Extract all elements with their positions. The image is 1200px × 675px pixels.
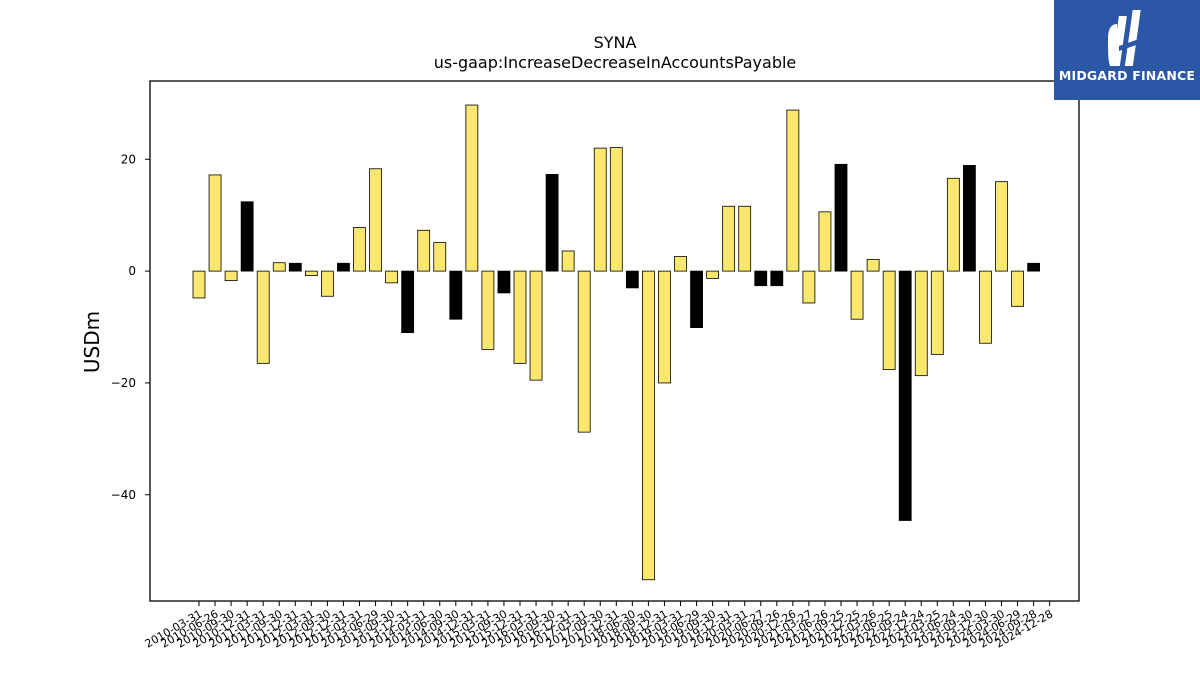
bar-2013-09-30 <box>385 270 399 284</box>
bar-2023-06-24 <box>946 177 960 272</box>
bar-2018-12-31 <box>658 270 671 384</box>
bar-2022-06-25 <box>882 270 896 370</box>
bar-2018-09-30 <box>642 270 655 581</box>
bar-2011-09-30 <box>272 262 286 272</box>
y-tick-label: 20 <box>121 152 136 166</box>
bar-2016-12-31 <box>561 250 575 272</box>
bar-2020-03-31 <box>738 205 752 272</box>
bar-2022-09-24 <box>898 270 912 521</box>
bar-2020-09-26 <box>770 270 784 287</box>
bar-2017-12-31 <box>609 147 623 272</box>
bar-2015-09-30 <box>497 270 511 294</box>
brand-logo: MIDGARD FINANCE <box>1054 0 1200 100</box>
bar-2024-09-28 <box>1027 262 1040 272</box>
bar-2016-09-30 <box>545 173 559 272</box>
plot-frame <box>149 80 1080 602</box>
bar-2011-03-31 <box>256 270 270 364</box>
y-axis-label: USDm <box>80 311 104 373</box>
bar-2022-03-26 <box>866 258 880 272</box>
bar-2018-06-30 <box>625 270 639 289</box>
bar-2023-03-25 <box>930 270 944 355</box>
bar-2013-03-31 <box>353 227 366 272</box>
bar-2019-12-31 <box>722 205 736 272</box>
y-tick-label: −40 <box>111 488 136 502</box>
bar-2010-12-31 <box>240 201 254 272</box>
bar-2014-06-30 <box>433 242 447 272</box>
bar-2014-09-30 <box>449 270 463 320</box>
bar-2021-06-26 <box>818 211 832 272</box>
bar-2024-06-29 <box>1011 270 1024 307</box>
bar-2012-09-30 <box>320 270 334 297</box>
x-axis-ticks: 2010-03-312010-06-262010-09-302010-12-31… <box>143 601 1055 651</box>
bar-2013-06-29 <box>369 168 382 272</box>
chart-title: SYNA <box>594 33 637 52</box>
bar-2017-09-30 <box>593 147 607 272</box>
brand-mark-icon <box>1108 10 1142 66</box>
bar-2021-03-27 <box>802 270 816 304</box>
bar-2013-12-31 <box>401 270 415 334</box>
bar-2019-09-30 <box>706 270 719 279</box>
bar-2019-03-31 <box>674 256 687 272</box>
bar-2011-12-31 <box>288 262 302 272</box>
bar-2012-12-31 <box>337 262 350 272</box>
bar-2015-03-31 <box>481 270 495 350</box>
bar-2020-12-26 <box>786 109 800 272</box>
bar-2022-12-24 <box>914 270 928 377</box>
bar-2023-12-30 <box>979 270 992 344</box>
bar-2024-03-30 <box>995 181 1008 272</box>
bar-2010-06-26 <box>208 174 222 272</box>
bar-2012-03-31 <box>304 270 318 276</box>
bar-2021-12-25 <box>850 270 864 320</box>
bar-2021-09-25 <box>834 163 848 272</box>
bar-2017-03-31 <box>577 270 591 433</box>
bar-2015-12-31 <box>513 270 527 364</box>
bar-2010-03-31 <box>192 270 206 299</box>
bar-2014-03-31 <box>417 229 431 272</box>
bar-2016-03-31 <box>529 270 543 381</box>
bar-2014-12-31 <box>465 104 479 272</box>
bars-layer <box>192 104 1040 581</box>
y-tick-label: 0 <box>128 264 136 278</box>
bar-2019-06-29 <box>690 270 703 328</box>
bar-2010-09-30 <box>224 270 238 282</box>
y-tick-label: −20 <box>111 376 136 390</box>
bar-2023-09-30 <box>963 165 976 272</box>
bar-2020-06-27 <box>754 270 768 287</box>
brand-name: MIDGARD FINANCE <box>1058 68 1196 83</box>
y-axis-ticks: −40 −20 0 20 <box>111 152 150 502</box>
chart-subtitle: us-gaap:IncreaseDecreaseInAccountsPayabl… <box>434 53 797 72</box>
